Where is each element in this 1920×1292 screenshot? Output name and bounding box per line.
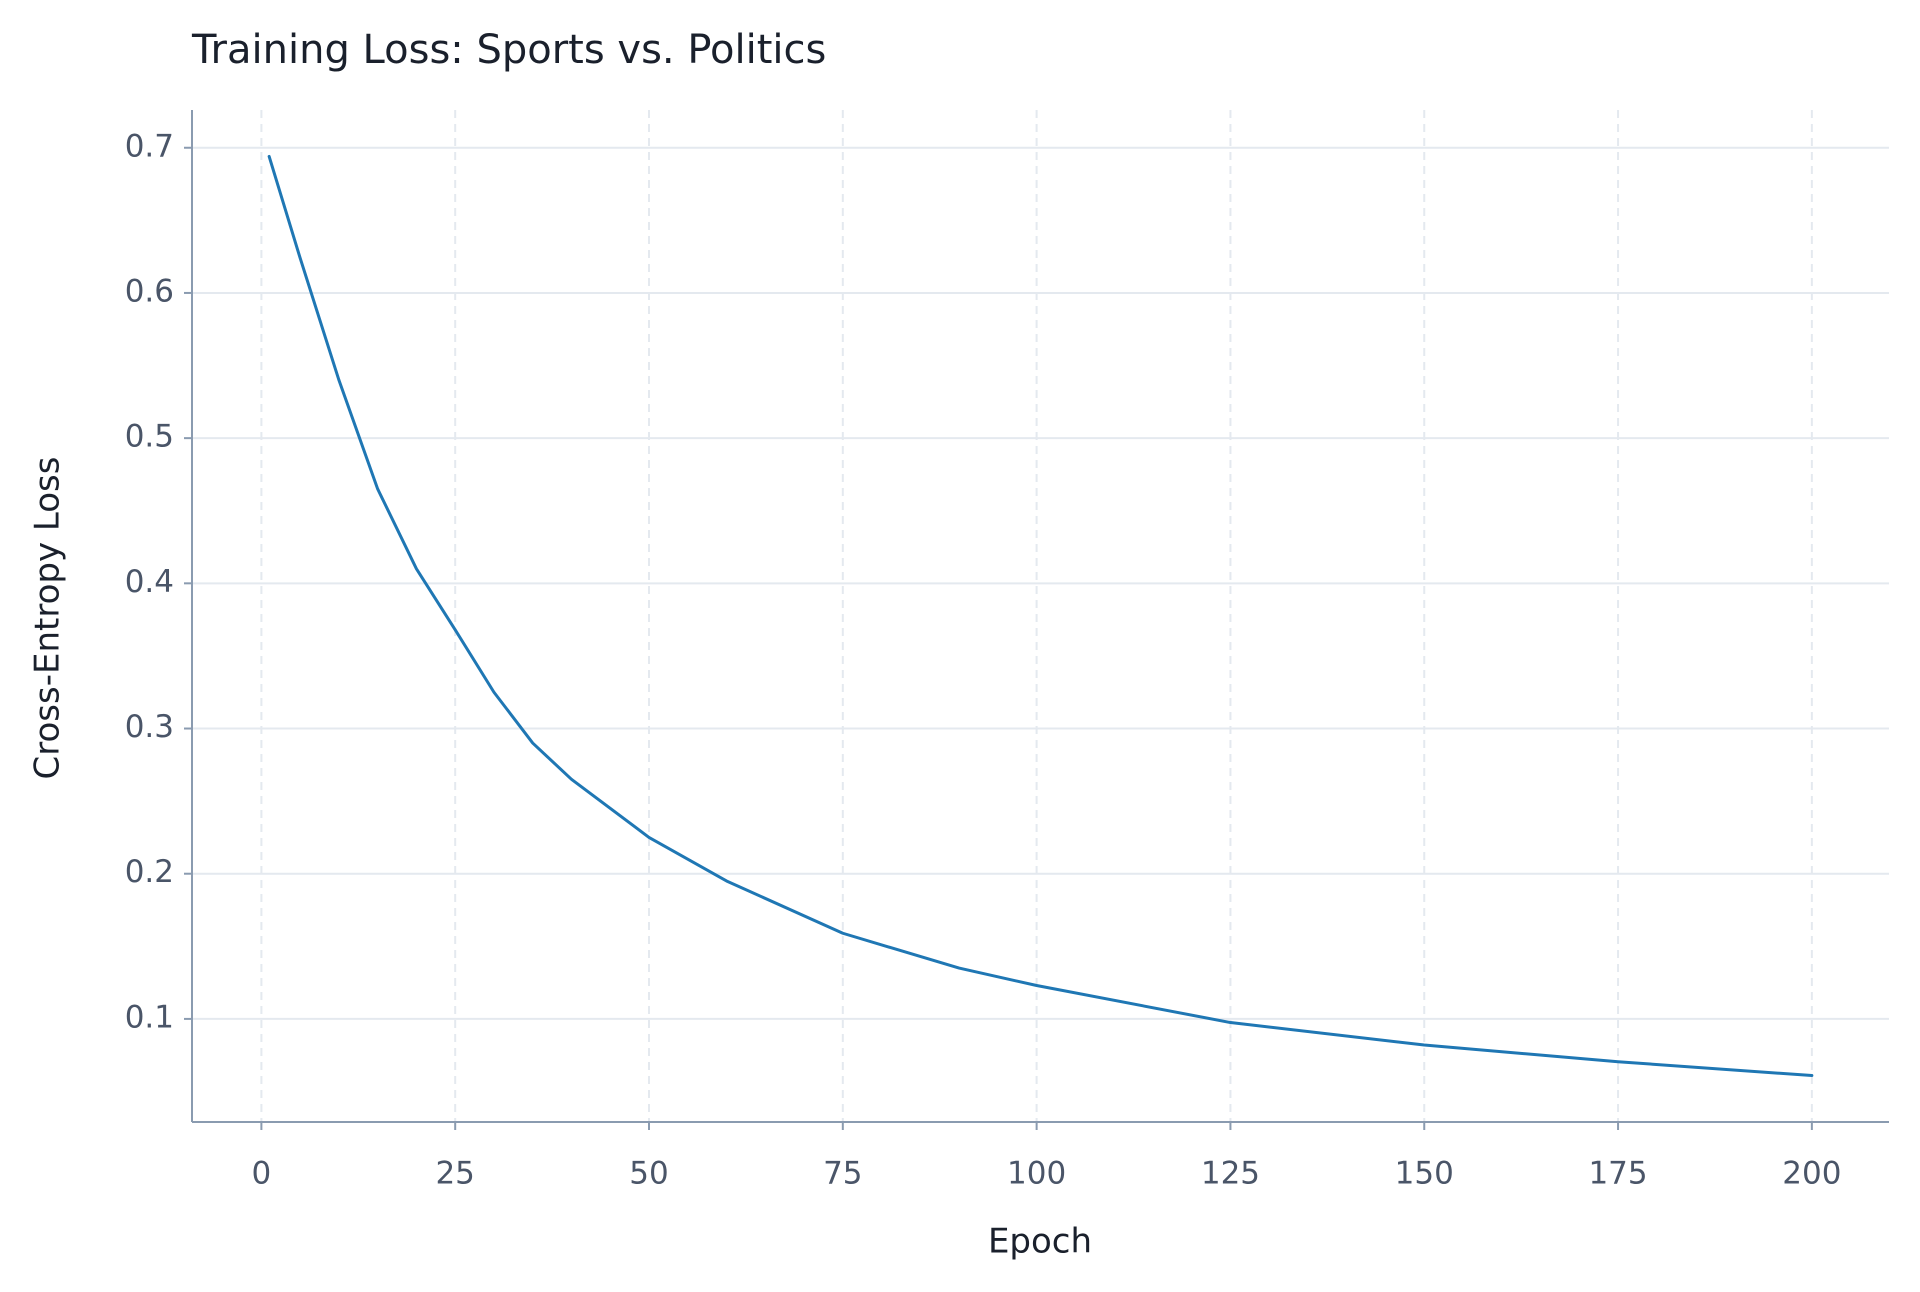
y-tick-label: 0.6 — [125, 273, 174, 309]
x-tick-label: 100 — [1007, 1156, 1066, 1192]
y-tick-label: 0.3 — [125, 709, 174, 745]
y-tick-label: 0.5 — [125, 419, 174, 455]
x-tick-label: 0 — [252, 1156, 272, 1192]
x-tick-label: 175 — [1588, 1156, 1647, 1192]
x-tick-label: 125 — [1201, 1156, 1260, 1192]
x-axis-label: Epoch — [988, 1222, 1092, 1262]
x-tick-label: 50 — [629, 1156, 668, 1192]
y-axis-label: Cross-Entropy Loss — [28, 457, 68, 780]
x-tick-label: 25 — [435, 1156, 474, 1192]
y-tick-label: 0.4 — [125, 564, 174, 600]
y-tick-label: 0.7 — [125, 128, 174, 164]
y-tick-label: 0.1 — [125, 999, 174, 1035]
x-tick-label: 75 — [823, 1156, 862, 1192]
y-tick-label: 0.2 — [125, 854, 174, 890]
loss-line — [267, 154, 1814, 1078]
x-tick-label: 150 — [1395, 1156, 1454, 1192]
chart-title: Training Loss: Sports vs. Politics — [191, 27, 826, 73]
x-tick-label: 200 — [1782, 1156, 1841, 1192]
